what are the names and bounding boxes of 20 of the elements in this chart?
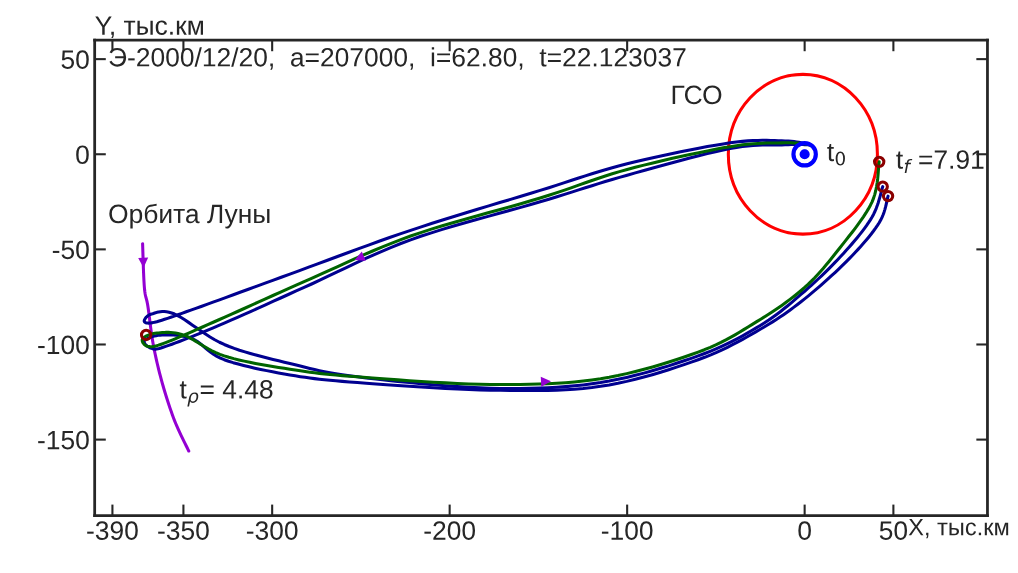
annotation: t$_{0}$ [827,143,845,166]
x-tick-label: -390 [87,521,138,540]
chart-title: Э-2000/12/20, a=207000, i=62.80, t=22.123037 [109,47,686,70]
x-tick-label: -100 [601,521,653,540]
y-axis-title: Y, тыс.км [95,16,203,39]
x-tick-label: -300 [246,521,298,540]
annotation: t$_{ρ}$= 4.48 [179,379,273,407]
y-tick-label: -150 [38,430,89,450]
x-axis-title: X, тыс.км [908,518,1009,539]
y-tick-label: 0 [76,145,89,165]
y-tick-label: 50 [61,50,89,69]
y-tick-label: -100 [38,335,89,355]
x-tick-label: -350 [158,521,209,540]
y-tick-label: -50 [52,240,89,260]
annotation: Орбита Луны [109,203,270,229]
annotation: t$_{f}$ =7.91 [896,150,984,173]
x-tick-label: 50 [879,521,908,540]
annotation: ГСО [672,85,722,105]
x-tick-label: -200 [424,521,476,540]
x-tick-label: 0 [798,521,811,540]
